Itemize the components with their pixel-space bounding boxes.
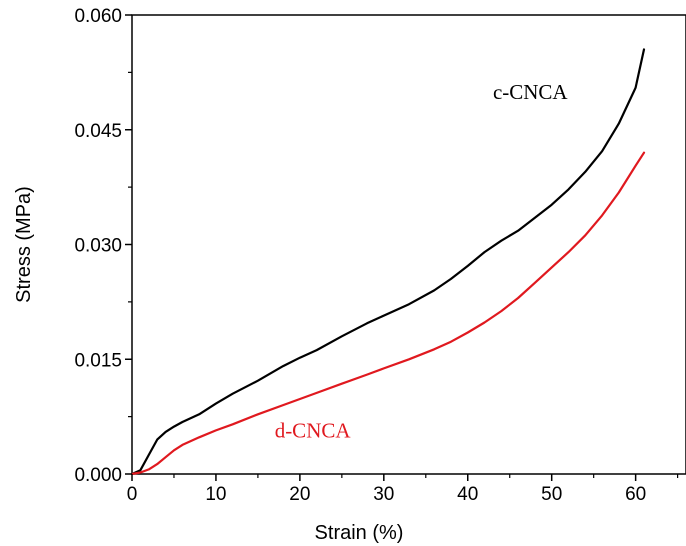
y-tick-label: 0.000 bbox=[74, 465, 122, 486]
y-axis: 0.000 0.015 0.030 0.045 0.060 bbox=[74, 6, 132, 486]
x-tick-label: 50 bbox=[541, 484, 562, 505]
x-tick-label: 10 bbox=[205, 484, 226, 505]
x-tick-label: 20 bbox=[289, 484, 310, 505]
x-axis: 0 10 20 30 40 50 60 bbox=[127, 474, 679, 505]
y-tick-label: 0.060 bbox=[74, 6, 122, 27]
series-label-d-cnca: d-CNCA bbox=[275, 418, 352, 442]
series-label-c-cnca: c-CNCA bbox=[493, 80, 568, 104]
plot-area: c-CNCA d-CNCA bbox=[130, 14, 686, 476]
x-tick-label: 60 bbox=[625, 484, 646, 505]
x-axis-title: Strain (%) bbox=[315, 522, 404, 544]
series-layer bbox=[130, 48, 646, 476]
series-line-d-cnca bbox=[130, 151, 646, 476]
series-line-c-cnca bbox=[130, 48, 646, 476]
x-tick-label: 30 bbox=[373, 484, 394, 505]
x-tick-label: 0 bbox=[127, 484, 138, 505]
y-tick-label: 0.015 bbox=[74, 350, 122, 371]
y-axis-title: Stress (MPa) bbox=[13, 186, 35, 303]
y-tick-label: 0.045 bbox=[74, 121, 122, 142]
y-tick-label: 0.030 bbox=[74, 236, 122, 257]
annotation-layer: c-CNCA d-CNCA bbox=[275, 80, 569, 442]
x-tick-label: 40 bbox=[457, 484, 478, 505]
